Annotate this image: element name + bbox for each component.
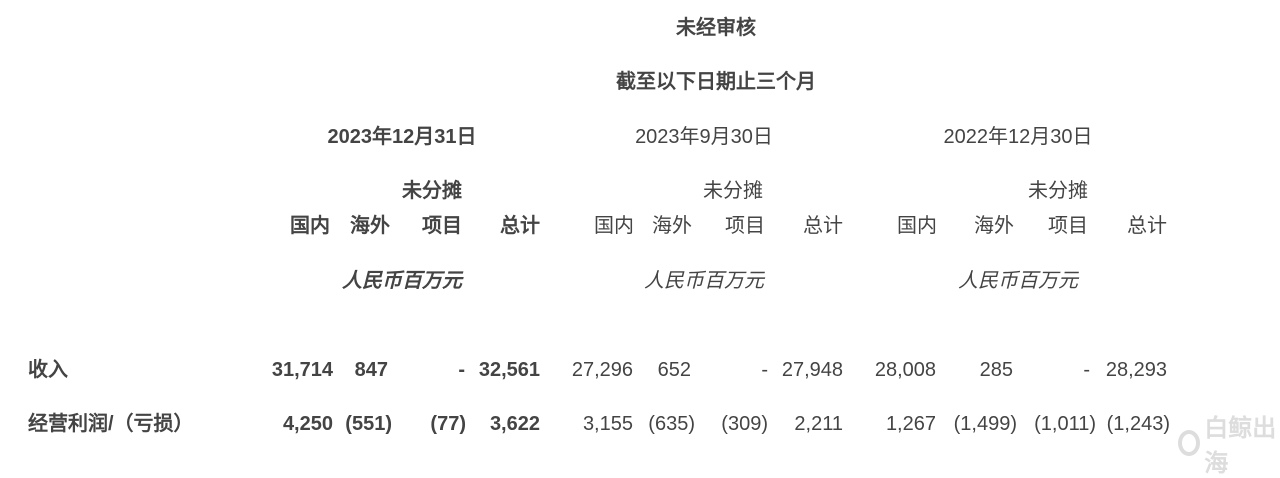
- table-cell: (635): [648, 413, 695, 435]
- unit-label: 人民币百万元: [644, 270, 764, 292]
- table-cell: 1,267: [885, 413, 936, 435]
- table-cell: -: [761, 359, 768, 381]
- column-header: 海外: [652, 215, 692, 237]
- table-cell: 32,561: [478, 359, 540, 381]
- table-cell: (309): [721, 413, 768, 435]
- column-header: 总计: [500, 215, 540, 237]
- column-header: 项目: [422, 215, 462, 237]
- table-cell: (1,243): [1106, 413, 1170, 435]
- period-date-header: 2022年12月30日: [943, 126, 1093, 148]
- column-header: 国内: [290, 215, 330, 237]
- table-cell: 28,293: [1105, 359, 1167, 381]
- unallocated-header: 未分摊: [402, 180, 462, 202]
- column-header: 总计: [803, 215, 843, 237]
- period-date-header: 2023年12月31日: [327, 126, 477, 148]
- watermark-text: 白鲸出海: [1204, 415, 1277, 477]
- unallocated-header: 未分摊: [703, 180, 763, 202]
- table-cell: 2,211: [794, 413, 843, 435]
- table-cell: 31,714: [271, 359, 333, 381]
- watermark-ring-icon: [1178, 430, 1201, 456]
- table-cell: -: [458, 359, 465, 381]
- row-label: 收入: [28, 359, 68, 381]
- report-title: 未经审核: [676, 17, 756, 39]
- unallocated-header: 未分摊: [1028, 180, 1088, 202]
- table-cell: 27,948: [781, 359, 843, 381]
- table-cell: 27,296: [571, 359, 633, 381]
- column-header: 海外: [350, 215, 390, 237]
- table-cell: (77): [430, 413, 466, 435]
- table-cell: (551): [345, 413, 392, 435]
- table-cell: 28,008: [874, 359, 936, 381]
- table-cell: 4,250: [282, 413, 333, 435]
- row-label: 经营利润/（亏损）: [28, 413, 194, 435]
- column-header: 国内: [594, 215, 634, 237]
- column-header: 总计: [1127, 215, 1167, 237]
- report-subtitle: 截至以下日期止三个月: [616, 71, 816, 93]
- table-cell: 3,155: [582, 413, 633, 435]
- table-cell: (1,499): [953, 413, 1017, 435]
- column-header: 国内: [897, 215, 937, 237]
- watermark-logo: 白鲸出海: [1178, 408, 1280, 478]
- column-header: 项目: [1048, 215, 1088, 237]
- table-cell: (1,011): [1034, 413, 1096, 435]
- period-date-header: 2023年9月30日: [635, 126, 773, 148]
- table-cell: 847: [354, 359, 388, 381]
- column-header: 海外: [974, 215, 1014, 237]
- table-cell: 3,622: [489, 413, 540, 435]
- table-cell: 285: [979, 359, 1013, 381]
- unit-label: 人民币百万元: [342, 270, 462, 292]
- unit-label: 人民币百万元: [958, 270, 1078, 292]
- table-cell: 652: [657, 359, 691, 381]
- column-header: 项目: [725, 215, 765, 237]
- table-cell: -: [1083, 359, 1090, 381]
